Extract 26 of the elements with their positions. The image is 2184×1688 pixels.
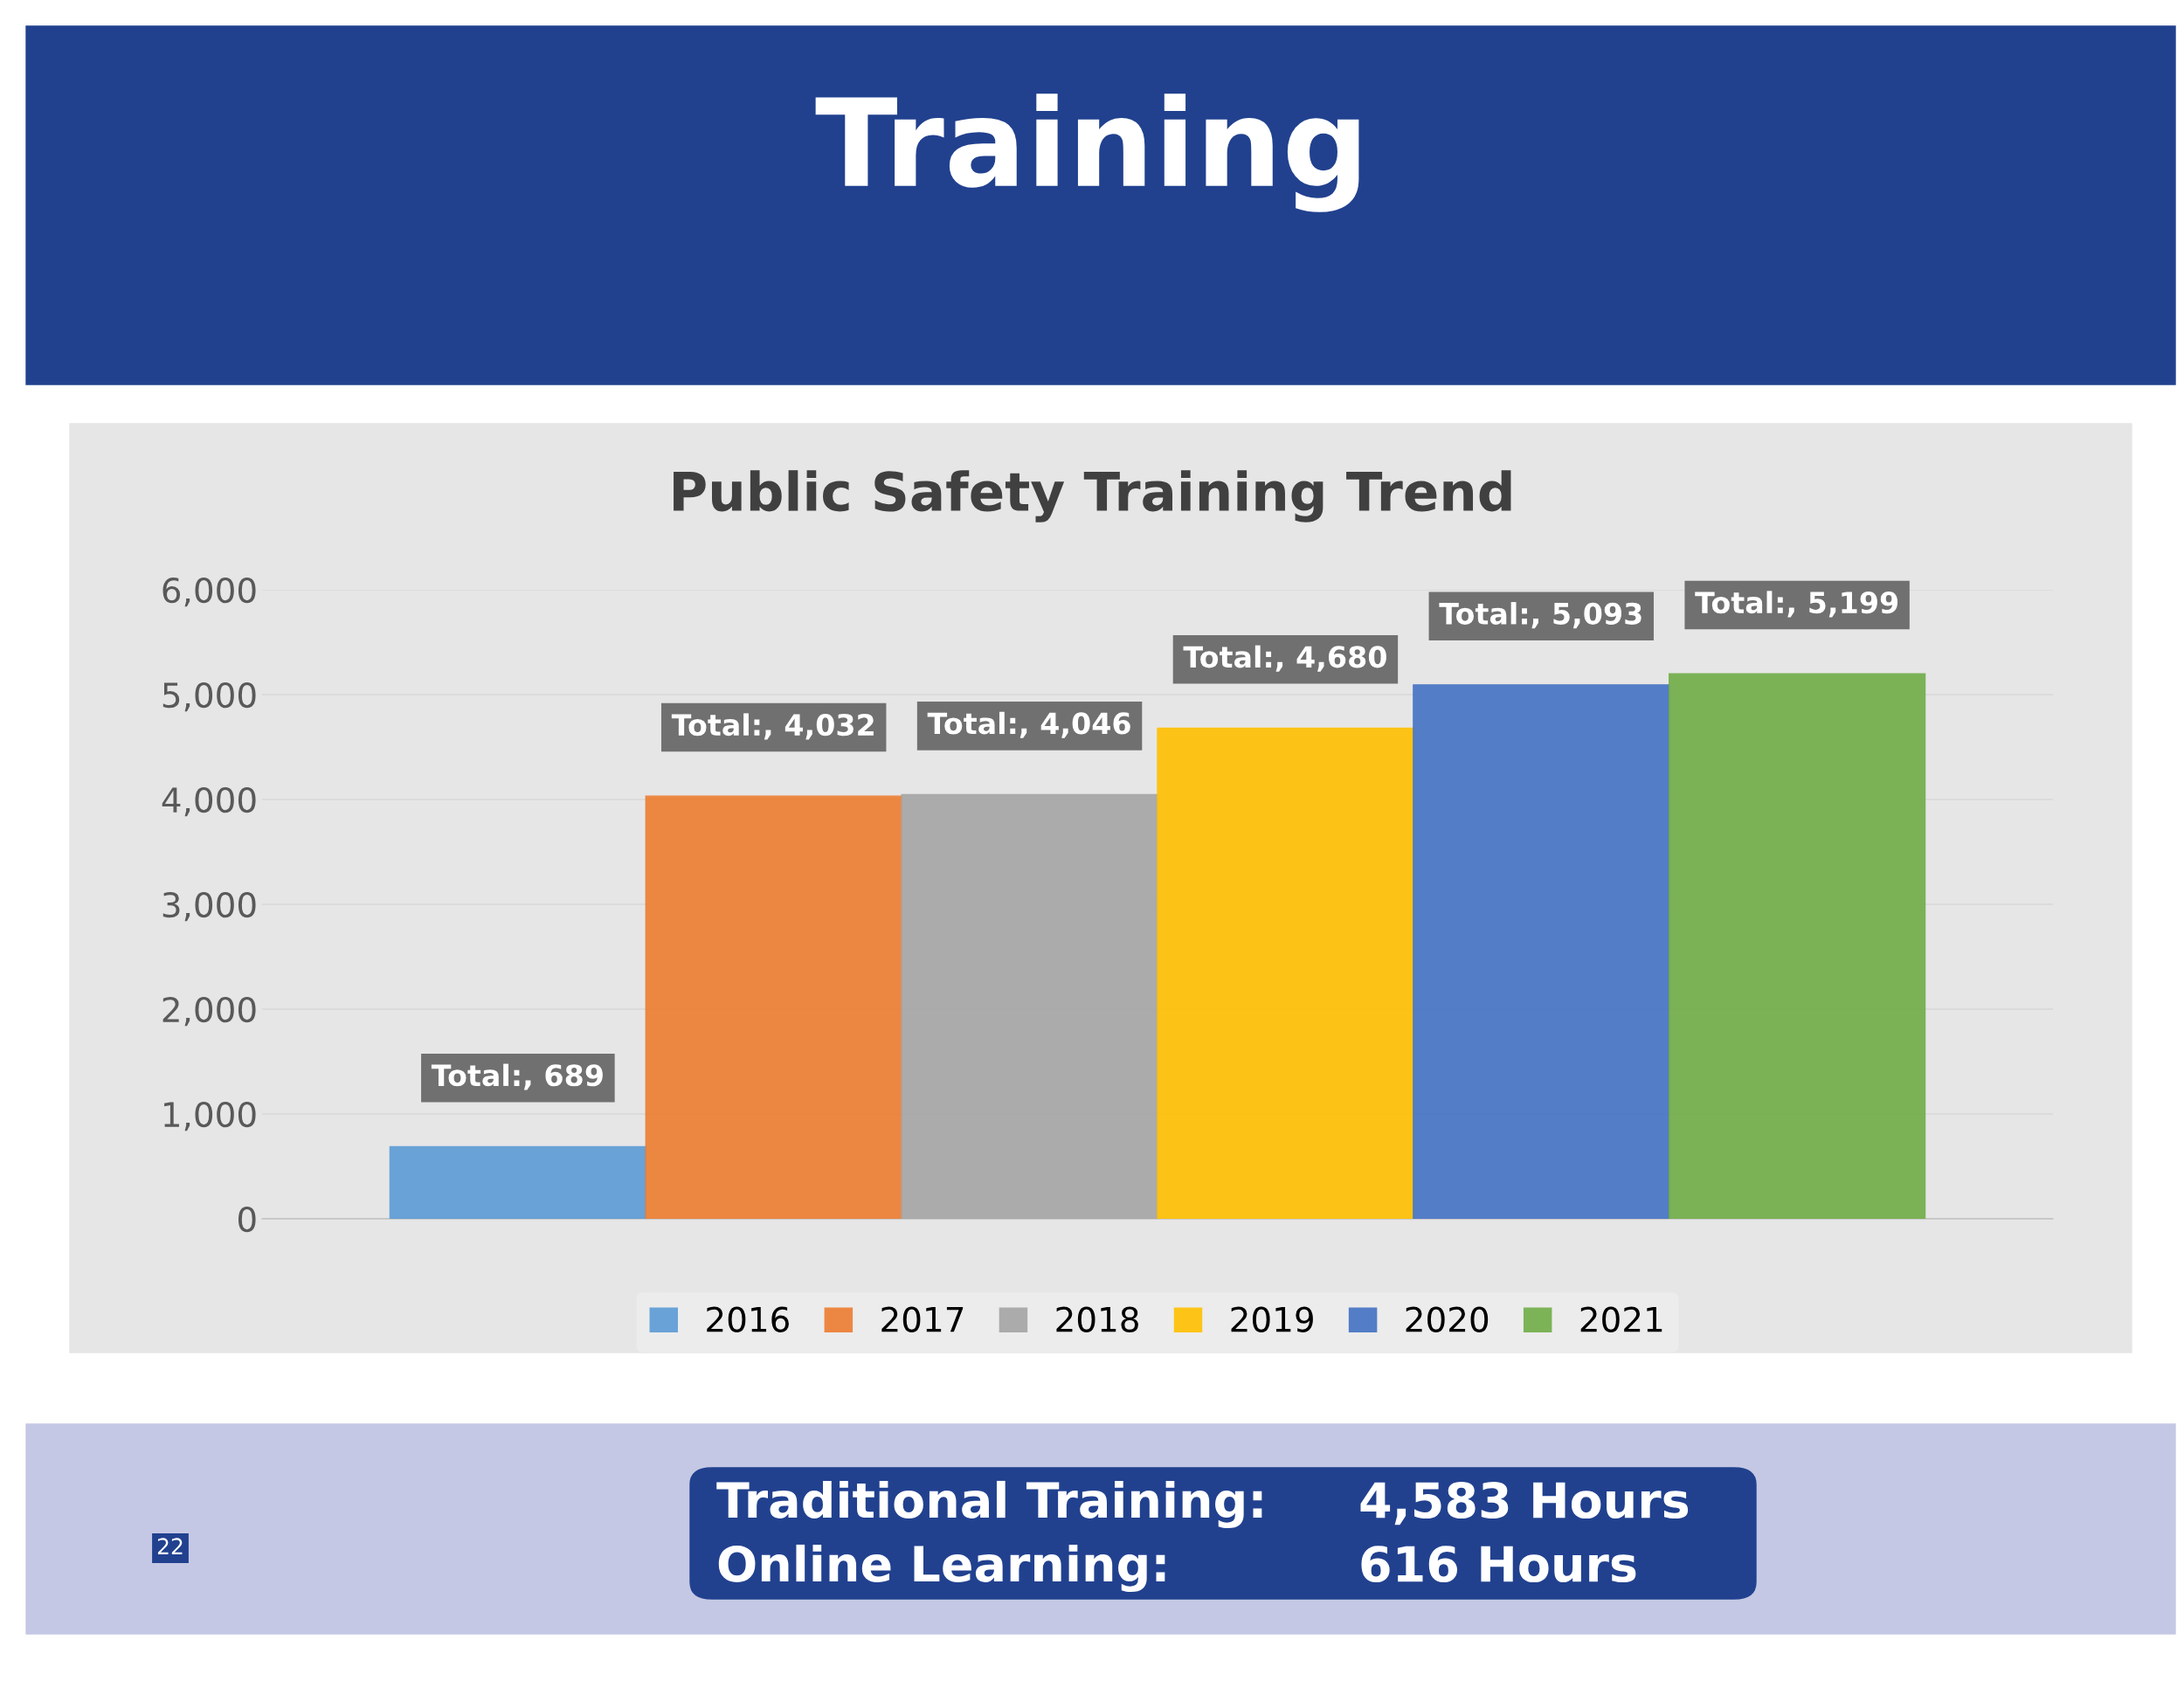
text: 4,583 Hours [1360, 1482, 1689, 1525]
legend-label: 2018 [1056, 1306, 1138, 1332]
y-tick-label: 4,000 [162, 786, 256, 817]
y-tick-label: 6,000 [162, 577, 256, 607]
legend-label: 2017 [881, 1306, 964, 1332]
y-tick-label: 3,000 [162, 891, 256, 922]
data-label: Total:, 5,093 [1439, 602, 1641, 629]
data-label: Total:, 5,199 [1695, 591, 1898, 618]
legend-label: 2019 [1231, 1306, 1313, 1332]
text: Traditional Training: [716, 1480, 1262, 1529]
y-tick-label: 1,000 [164, 1101, 256, 1131]
legend-label: 2021 [1580, 1306, 1662, 1332]
legend-label: 2020 [1406, 1306, 1489, 1332]
chart-subtitle: Public Safety Training Trend [674, 470, 1511, 522]
data-label: Total:, 4,032 [671, 713, 874, 740]
data-label: Total:, 4,046 [927, 711, 1130, 738]
chart-title: Training [815, 93, 1359, 212]
data-label: Total:, 689 [431, 1063, 603, 1090]
text: Online Learning: [718, 1544, 1165, 1593]
legend-label: 2016 [707, 1306, 789, 1332]
data-label: Total:, 4,680 [1183, 645, 1386, 672]
y-tick-label: 0 [238, 1206, 256, 1233]
y-tick-label: 5,000 [162, 681, 256, 712]
text: 22 [157, 1538, 183, 1554]
y-tick-label: 2,000 [162, 996, 256, 1027]
text: 616 Hours [1361, 1546, 1636, 1583]
